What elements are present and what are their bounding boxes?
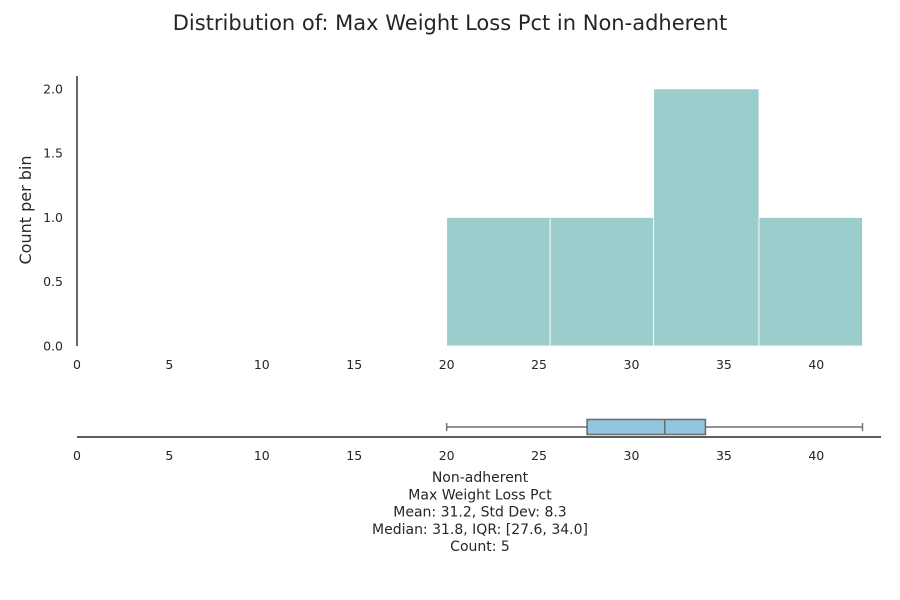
y-tick-label: 0.5 <box>43 274 63 289</box>
x-tick-label: 30 <box>624 448 640 463</box>
stat-line-1: Non-adherent <box>432 470 529 486</box>
x-tick-label: 10 <box>254 357 270 372</box>
histogram-bars <box>446 88 863 347</box>
boxplot-panel: 0 5 10 15 20 25 30 35 40 <box>73 418 881 463</box>
stat-line-4: Median: 31.8, IQR: [27.6, 34.0] <box>372 522 588 538</box>
histogram-bar-4 <box>758 217 863 347</box>
stat-line-5: Count: 5 <box>450 539 510 555</box>
x-tick-label: 15 <box>346 357 362 372</box>
x-tick-label: 35 <box>716 357 732 372</box>
x-tick-label: 20 <box>439 357 455 372</box>
stat-line-3: Mean: 31.2, Std Dev: 8.3 <box>393 505 566 521</box>
histogram-panel: 0.0 0.5 1.0 1.5 2.0 0 5 10 15 20 25 30 35 40 Count p… <box>16 76 863 372</box>
stat-line-2: Max Weight Loss Pct <box>408 487 552 503</box>
x-tick-label: 20 <box>439 448 455 463</box>
y-tick-label: 1.5 <box>43 146 63 161</box>
x-tick-label: 35 <box>716 448 732 463</box>
x-tick-label: 25 <box>531 357 547 372</box>
histogram-y-ticks: 0.0 0.5 1.0 1.5 2.0 <box>43 81 63 353</box>
x-tick-label: 5 <box>165 357 173 372</box>
histogram-bar-1 <box>446 217 551 347</box>
x-tick-label: 5 <box>165 448 173 463</box>
y-tick-label: 2.0 <box>43 81 63 96</box>
x-tick-label: 25 <box>531 448 547 463</box>
y-axis-label: Count per bin <box>16 155 35 264</box>
x-tick-label: 10 <box>254 448 270 463</box>
y-tick-label: 0.0 <box>43 339 63 354</box>
histogram-x-ticks: 0 5 10 15 20 25 30 35 40 <box>73 357 824 372</box>
boxplot-box <box>586 418 707 436</box>
x-tick-label: 0 <box>73 357 81 372</box>
x-tick-label: 40 <box>808 357 824 372</box>
boxplot-x-ticks: 0 5 10 15 20 25 30 35 40 <box>73 448 824 463</box>
x-tick-label: 30 <box>624 357 640 372</box>
y-tick-label: 1.0 <box>43 210 63 225</box>
x-tick-label: 0 <box>73 448 81 463</box>
chart-title: Distribution of: Max Weight Loss Pct in … <box>173 11 728 35</box>
boxplot <box>445 418 864 436</box>
x-tick-label: 15 <box>346 448 362 463</box>
histogram-bar-2 <box>549 217 655 347</box>
histogram-bar-3 <box>653 88 760 347</box>
x-tick-label: 40 <box>808 448 824 463</box>
